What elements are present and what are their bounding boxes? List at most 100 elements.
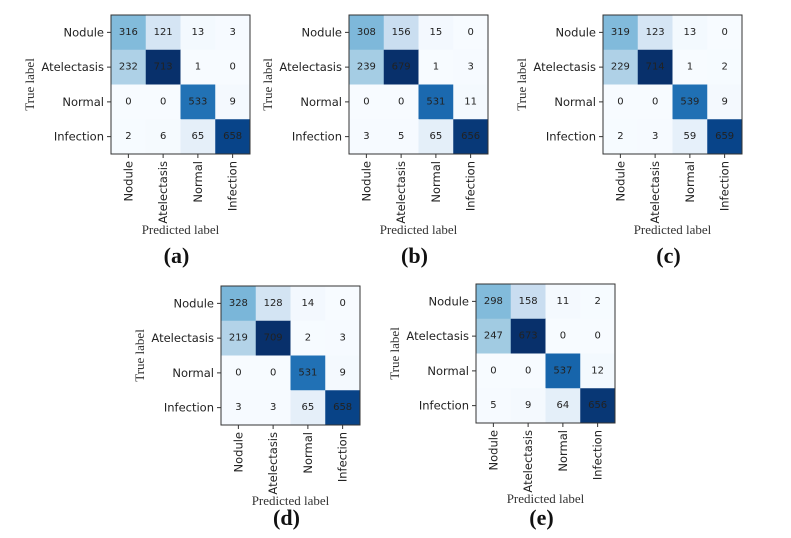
x-tick-label: Atelectasis [156, 161, 170, 224]
cell-value: 65 [302, 402, 315, 413]
matrix-cell [580, 284, 616, 320]
cell-value: 3 [270, 402, 276, 413]
matrix-cell [545, 353, 581, 389]
x-tick-label: Atelectasis [648, 161, 662, 224]
matrix-cell [453, 119, 489, 155]
matrix-cell [510, 388, 546, 424]
cell-value: 656 [588, 400, 607, 411]
y-tick-label: Normal [427, 364, 469, 378]
cell-value: 658 [333, 402, 352, 413]
matrix-cell [637, 49, 673, 85]
cell-value: 308 [357, 27, 376, 38]
matrix-cell [476, 318, 512, 354]
matrix-cell [545, 284, 581, 320]
x-tick-label: Atelectasis [394, 161, 408, 224]
matrix-cell [418, 84, 454, 120]
matrix-cell [637, 15, 673, 51]
x-tick-label: Nodule [613, 161, 627, 202]
matrix-cell [637, 119, 673, 155]
matrix-cell [180, 119, 216, 155]
matrix-cell [215, 84, 251, 120]
cell-value: 15 [430, 27, 443, 38]
cell-value: 533 [188, 96, 207, 107]
matrix-cell [580, 318, 616, 354]
confusion-matrix-panel-4: 298 158 11 2 247 673 0 0 0 0 537 12 5 9 64 656 Nodule Ate… [387, 283, 616, 530]
cell-value: 531 [298, 367, 317, 378]
y-tick-label: Atelectasis [279, 60, 342, 74]
matrix-cell [672, 119, 708, 155]
matrix-cell [145, 49, 181, 85]
y-tick-label: Infection [54, 130, 104, 144]
matrix-cell [145, 84, 181, 120]
cell-value: 13 [192, 27, 205, 38]
cell-value: 0 [560, 331, 566, 342]
x-tick-label: Atelectasis [266, 432, 280, 495]
x-axis-title: Predicted label [142, 222, 220, 237]
cell-value: 1 [687, 62, 693, 73]
cell-value: 232 [119, 62, 138, 73]
cell-value: 65 [192, 131, 205, 142]
cell-value: 531 [426, 96, 445, 107]
matrix-cell [383, 49, 419, 85]
matrix-cell [111, 119, 147, 155]
x-tick-label: Infection [336, 432, 350, 482]
matrix-cell [418, 119, 454, 155]
x-tick-label: Infection [591, 430, 605, 480]
cell-value: 659 [715, 131, 734, 142]
matrix-cell [476, 353, 512, 389]
cell-value: 65 [430, 131, 443, 142]
cell-value: 713 [154, 62, 173, 73]
matrix-cell [672, 15, 708, 51]
panel-label: (b) [401, 243, 428, 268]
confusion-matrix-panel-2: 319 123 13 0 229 714 1 2 0 0 539 9 2 3 59 659 Nodule Atel… [514, 14, 743, 268]
cell-value: 2 [125, 131, 131, 142]
matrix-cell [383, 119, 419, 155]
cell-value: 714 [646, 62, 665, 73]
cell-value: 3 [467, 62, 473, 73]
cell-value: 0 [617, 96, 623, 107]
matrix-cell [180, 49, 216, 85]
cell-value: 229 [611, 62, 630, 73]
cell-value: 0 [721, 27, 727, 38]
cell-value: 156 [392, 27, 411, 38]
cell-value: 0 [160, 96, 166, 107]
y-tick-label: Normal [300, 95, 342, 109]
matrix-cell [603, 49, 639, 85]
matrix-cell [453, 49, 489, 85]
cell-value: 658 [223, 131, 242, 142]
matrix-cell [215, 49, 251, 85]
matrix-cell [545, 388, 581, 424]
y-tick-label: Atelectasis [41, 60, 104, 74]
y-tick-label: Infection [546, 130, 596, 144]
matrix-cell [672, 49, 708, 85]
cell-value: 0 [490, 365, 496, 376]
matrix-cell [707, 84, 743, 120]
cell-value: 121 [154, 27, 173, 38]
matrix-cell [290, 286, 326, 322]
panel-label: (a) [164, 243, 190, 268]
x-tick-label: Nodule [231, 432, 245, 473]
matrix-cell [476, 388, 512, 424]
y-tick-label: Infection [419, 399, 469, 413]
y-tick-label: Nodule [429, 294, 470, 308]
cell-value: 11 [464, 96, 477, 107]
x-axis-title: Predicted label [634, 222, 712, 237]
matrix-cell [145, 15, 181, 51]
cell-value: 0 [339, 298, 345, 309]
cell-value: 537 [553, 365, 572, 376]
cell-value: 5 [398, 131, 404, 142]
matrix-cell [603, 119, 639, 155]
cell-value: 673 [519, 331, 538, 342]
y-tick-label: Infection [292, 130, 342, 144]
cell-value: 14 [302, 298, 315, 309]
cell-value: 5 [490, 400, 496, 411]
cell-value: 2 [594, 296, 600, 307]
matrix-cell [510, 318, 546, 354]
matrix-cell [255, 320, 291, 356]
matrix-cell [290, 390, 326, 426]
cell-value: 319 [611, 27, 630, 38]
cell-value: 158 [519, 296, 538, 307]
cell-value: 0 [363, 96, 369, 107]
matrix-cell [707, 119, 743, 155]
confusion-matrix-panel-0: 316 121 13 3 232 713 1 0 0 0 533 9 2 6 65 658 Nodule Atel… [22, 14, 251, 268]
